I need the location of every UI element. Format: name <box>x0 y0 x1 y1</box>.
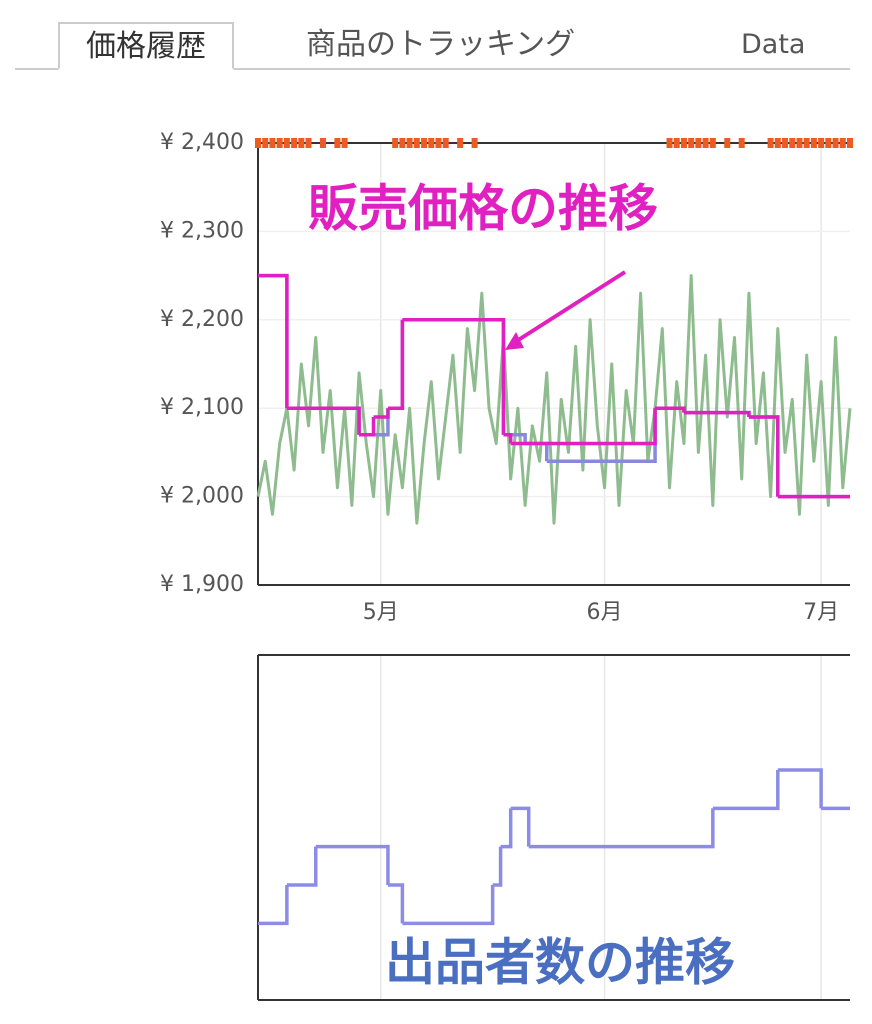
offer-tick <box>276 138 283 148</box>
offer-tick <box>435 138 442 148</box>
offer-tick <box>695 138 702 148</box>
offer-tick <box>319 138 326 148</box>
step-segment <box>748 415 780 497</box>
offer-tick <box>688 138 695 148</box>
step-segment <box>387 319 405 410</box>
offer-tick <box>298 138 305 148</box>
step-segment <box>503 432 513 444</box>
step-segment <box>777 768 823 809</box>
offer-tick <box>341 138 348 148</box>
x-tick-label: 7月 <box>803 600 839 625</box>
offer-tick <box>334 138 341 148</box>
offer-tick <box>428 138 435 148</box>
offer-tick <box>789 138 796 148</box>
offer-tick <box>767 138 774 148</box>
arrow <box>510 270 627 346</box>
offer-tick <box>392 138 399 148</box>
step-segment <box>373 408 390 419</box>
offer-tick <box>399 138 406 148</box>
offer-tick <box>782 138 789 148</box>
offer-tick <box>442 138 449 148</box>
offer-tick <box>832 138 839 148</box>
offer-tick <box>738 138 745 148</box>
y-tick-label: ¥ 2,100 <box>160 395 244 420</box>
tab[interactable]: 価格履歴 <box>58 22 234 70</box>
offer-tick <box>709 138 716 148</box>
step-segment <box>286 406 361 435</box>
tab[interactable]: 商品のトラッキング <box>306 27 576 62</box>
offer-tick <box>421 138 428 148</box>
y-tick-label: ¥ 2,300 <box>160 218 244 243</box>
tab[interactable]: Data <box>741 29 806 60</box>
offer-tick <box>839 138 846 148</box>
offer-tick <box>796 138 803 148</box>
offer-tick <box>774 138 781 148</box>
y-tick-label: ¥ 2,400 <box>160 130 244 155</box>
offer-tick <box>255 138 261 148</box>
offer-tick <box>702 138 709 148</box>
offer-tick <box>803 138 810 148</box>
offer-tick <box>673 138 680 148</box>
offer-tick <box>847 138 853 148</box>
offer-tick <box>262 138 269 148</box>
offer-tick <box>825 138 832 148</box>
step-segment <box>359 417 376 437</box>
step-segment <box>500 808 513 849</box>
step-segment <box>286 846 318 887</box>
offer-tick <box>666 138 673 148</box>
step-segment <box>387 319 405 410</box>
step-segment <box>387 883 405 924</box>
step-segment <box>655 406 686 413</box>
offer-tick <box>818 138 825 148</box>
offer-tick <box>471 138 478 148</box>
offer-tick <box>680 138 687 148</box>
step-segment <box>528 808 715 849</box>
step-segment <box>258 885 289 926</box>
offer-tick <box>457 138 464 148</box>
annotation: 出品者数の推移 <box>385 934 735 992</box>
step-segment <box>510 806 531 847</box>
step-segment <box>402 885 495 926</box>
price-line <box>256 274 852 525</box>
x-tick-label: 6月 <box>587 600 623 625</box>
offer-tick <box>724 138 731 148</box>
x-tick-label: 5月 <box>363 600 399 625</box>
offer-tick <box>291 138 298 148</box>
step-segment <box>258 273 289 409</box>
step-segment <box>258 273 289 409</box>
step-segment <box>510 408 657 446</box>
step-segment <box>492 846 503 887</box>
arrow-head <box>505 332 524 350</box>
tab-bar: 価格履歴 商品のトラッキング Data <box>15 22 850 70</box>
offer-tick <box>413 138 420 148</box>
step-segment <box>315 844 390 885</box>
offer-tick <box>305 138 312 148</box>
offer-tick <box>810 138 817 148</box>
y-tick-label: ¥ 1,900 <box>160 572 244 597</box>
annotation: 販売価格の推移 <box>308 180 658 238</box>
step-segment <box>402 318 506 435</box>
y-tick-label: ¥ 2,000 <box>160 484 244 509</box>
offer-tick <box>406 138 413 148</box>
y-tick-label: ¥ 2,200 <box>160 307 244 332</box>
offer-tick <box>269 138 276 148</box>
offer-tick <box>283 138 290 148</box>
step-segment <box>712 770 780 811</box>
